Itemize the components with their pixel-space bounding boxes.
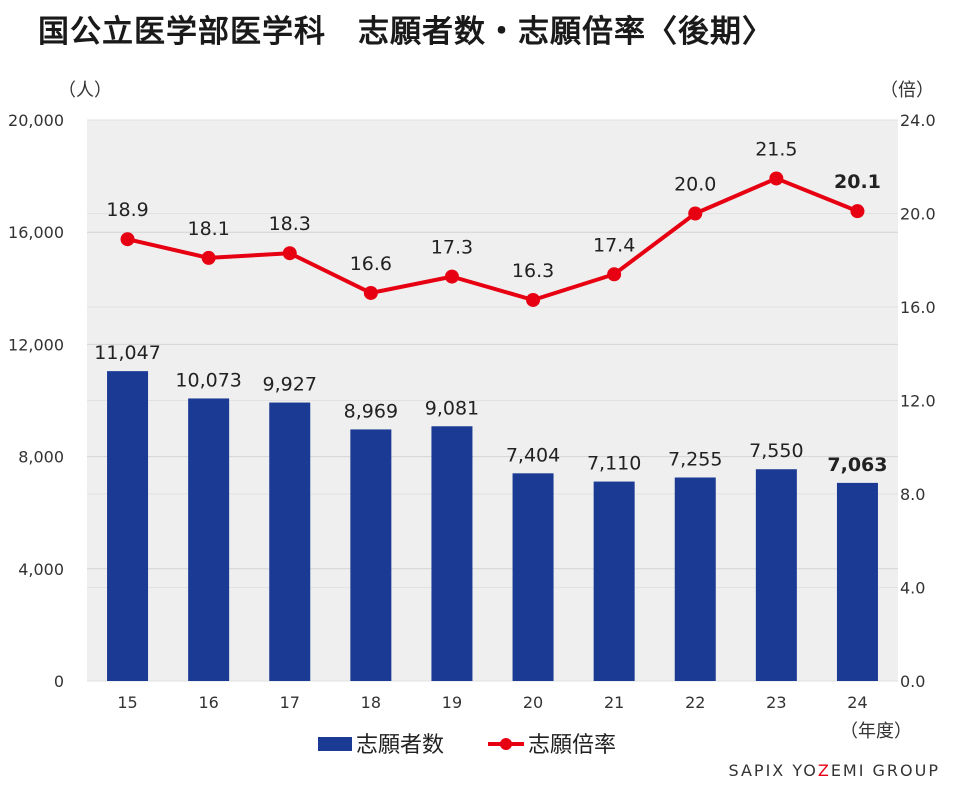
line-value-label: 16.6 [350,253,392,275]
bar [674,477,716,681]
line-value-label: 16.3 [512,260,554,282]
right-axis-ticks: 0.0 4.0 8.0 12.0 16.0 20.0 24.0 [900,111,936,691]
line-point [444,269,459,284]
left-tick-label: 20,000 [8,111,64,130]
legend-line-label: 志願倍率 [528,733,616,758]
bar [269,402,311,681]
x-axis-ticks: 15 16 17 18 19 20 21 22 23 24 [117,693,867,712]
bar-value-label: 9,927 [263,374,317,396]
line-value-label: 18.3 [269,213,311,235]
right-tick-label: 4.0 [900,579,925,598]
left-tick-label: 16,000 [8,223,64,242]
brand-logo: SAPIX YOZEMI GROUP [729,761,940,780]
right-tick-label: 12.0 [900,392,936,411]
line-point [850,204,865,219]
legend-bar-swatch [318,737,352,751]
bar [350,429,392,681]
x-tick-label: 15 [117,693,137,712]
left-axis-unit: （人） [58,80,112,101]
line-value-label: 20.0 [674,174,716,196]
x-tick-label: 24 [847,693,867,712]
x-tick-label: 20 [523,693,543,712]
line-data-labels: 18.9 18.1 18.3 16.6 17.3 16.3 17.4 20.0 21.5 20.1 [106,138,881,282]
chart-title: 国公立医学部医学科 志願者数・志願倍率〈後期〉 [38,14,774,50]
bar-series [107,371,878,681]
legend-line-marker [500,738,512,750]
bar-value-label: 7,255 [668,448,722,470]
left-tick-label: 4,000 [18,560,64,579]
line-value-label: 18.1 [187,218,229,240]
bar-value-label: 10,073 [175,369,241,391]
line-point [769,171,784,186]
right-tick-label: 20.0 [900,205,936,224]
right-axis-unit: （倍） [880,80,934,101]
line-point [120,232,135,247]
line-value-label: 21.5 [755,138,797,160]
bar [431,426,473,681]
line-value-label: 20.1 [834,171,881,193]
line-point [607,267,622,282]
bar-value-label: 8,969 [344,400,398,422]
x-tick-label: 19 [442,693,462,712]
line-series [120,171,865,307]
right-tick-label: 0.0 [900,672,925,691]
bar [836,482,878,681]
left-tick-label: 8,000 [18,448,64,467]
left-tick-label: 12,000 [8,335,64,354]
bar-value-label: 7,404 [506,444,560,466]
x-tick-label: 23 [766,693,786,712]
legend: 志願者数 志願倍率 [318,733,616,758]
x-tick-label: 22 [685,693,705,712]
left-tick-label: 0 [54,672,64,691]
legend-bar-label: 志願者数 [356,733,444,758]
line-point [201,250,216,265]
bar-value-label: 9,081 [425,397,479,419]
bar [512,473,554,681]
line-point [282,246,297,261]
line-value-label: 17.4 [593,234,635,256]
left-axis-ticks: 0 4,000 8,000 12,000 16,000 20,000 [8,111,64,691]
line-point [688,206,703,221]
bar-value-label: 11,047 [94,342,160,364]
series-line [127,176,859,302]
right-tick-label: 8.0 [900,485,925,504]
x-tick-label: 21 [604,693,624,712]
line-point [526,292,541,307]
bar-value-label: 7,110 [587,453,641,475]
x-tick-label: 18 [361,693,381,712]
bar-value-label: 7,063 [827,454,887,476]
bar [188,398,230,681]
x-tick-label: 17 [280,693,300,712]
bar [755,469,797,681]
line-value-label: 18.9 [106,199,148,221]
x-axis-unit: （年度） [840,721,912,742]
right-tick-label: 24.0 [900,111,936,130]
x-tick-label: 16 [198,693,218,712]
bar [593,481,635,681]
bar [107,371,149,681]
line-value-label: 17.3 [431,237,473,259]
bar-value-label: 7,550 [749,440,803,462]
line-point [363,285,378,300]
bar-data-labels: 11,047 10,073 9,927 8,969 9,081 7,404 7,110 7,2… [94,342,887,476]
right-tick-label: 16.0 [900,298,936,317]
